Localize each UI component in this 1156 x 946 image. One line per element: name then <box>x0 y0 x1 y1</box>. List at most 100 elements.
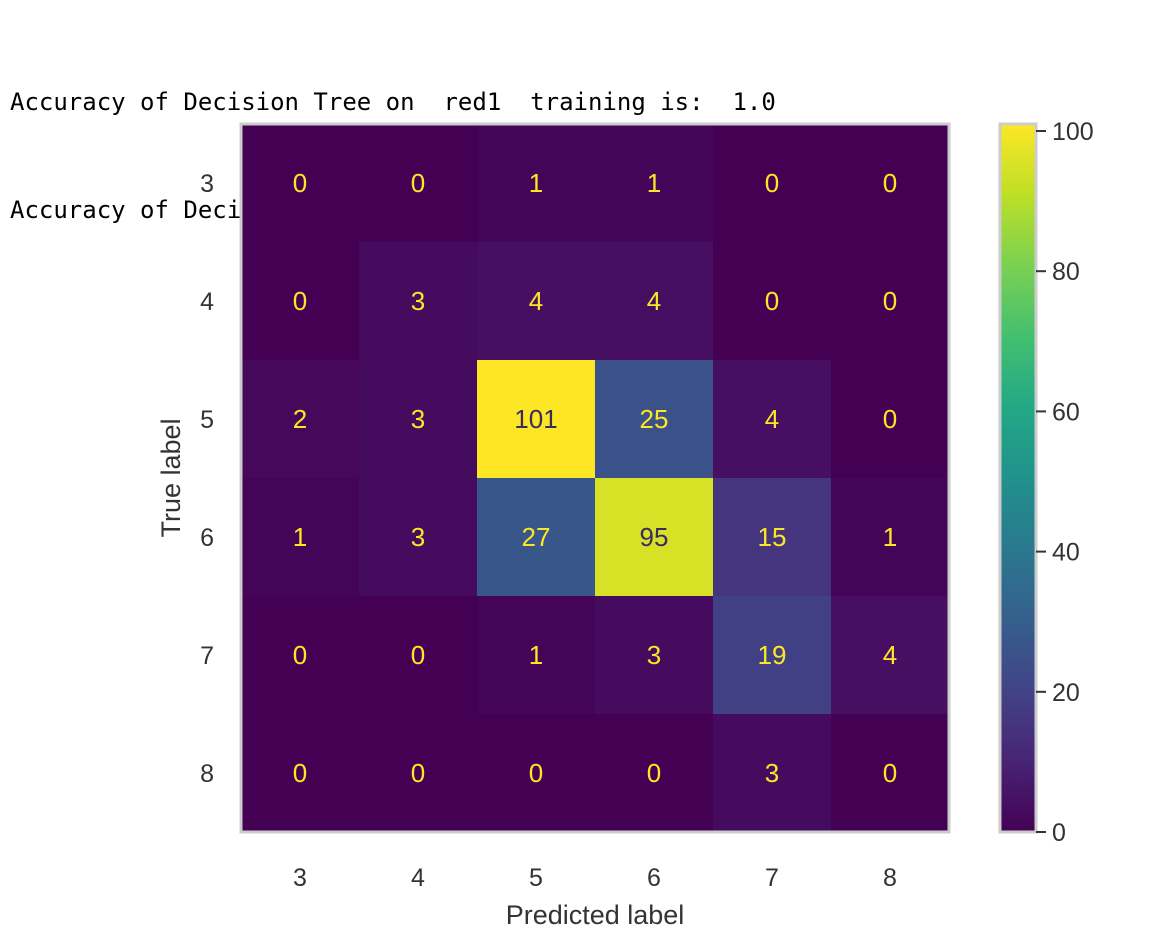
cell-5-6 <box>595 360 714 479</box>
heatmap-cell-labels: 0 0 1 1 0 0 0 3 4 4 0 0 2 3 101 25 4 0 1 3 27 95 15 1 0 0 1 3 19 4 0 0 0… <box>293 168 897 788</box>
cell-value-4-5: 4 <box>529 286 543 316</box>
cell-4-3 <box>241 242 360 361</box>
cell-6-8 <box>831 478 950 597</box>
cell-value-8-3: 0 <box>293 758 307 788</box>
x-tick-7: 7 <box>765 864 779 892</box>
cell-6-5 <box>477 478 596 597</box>
cell-value-3-4: 0 <box>411 168 425 198</box>
cell-value-5-3: 2 <box>293 404 307 434</box>
cell-5-8 <box>831 360 950 479</box>
cell-4-4 <box>359 242 478 361</box>
cell-value-5-5: 101 <box>514 404 557 434</box>
cell-value-5-6: 25 <box>640 404 669 434</box>
cell-3-7 <box>713 124 832 243</box>
cell-3-3 <box>241 124 360 243</box>
cell-value-6-8: 1 <box>883 522 897 552</box>
cell-value-7-4: 0 <box>411 640 425 670</box>
cell-value-8-8: 0 <box>883 758 897 788</box>
cell-5-4 <box>359 360 478 479</box>
cell-3-5 <box>477 124 596 243</box>
x-tick-4: 4 <box>411 864 425 892</box>
cell-value-3-7: 0 <box>765 168 779 198</box>
cell-value-3-6: 1 <box>647 168 661 198</box>
x-tick-5: 5 <box>529 864 543 892</box>
cell-4-6 <box>595 242 714 361</box>
cell-value-4-7: 0 <box>765 286 779 316</box>
heatmap-cells <box>241 124 950 833</box>
colorbar-frame <box>998 122 1038 834</box>
cell-4-5 <box>477 242 596 361</box>
cell-value-5-7: 4 <box>765 404 779 434</box>
cell-5-5 <box>477 360 596 479</box>
cell-value-3-5: 1 <box>529 168 543 198</box>
cell-8-7 <box>713 714 832 833</box>
cell-value-4-3: 0 <box>293 286 307 316</box>
cell-8-6 <box>595 714 714 833</box>
cell-7-8 <box>831 596 950 715</box>
cell-value-6-5: 27 <box>522 522 551 552</box>
cell-value-4-6: 4 <box>647 286 661 316</box>
y-axis-label: True label <box>156 418 186 537</box>
cell-5-7 <box>713 360 832 479</box>
colorbar-tick-0: 0 <box>1052 819 1066 847</box>
y-tick-6: 6 <box>200 524 214 552</box>
cell-4-7 <box>713 242 832 361</box>
cell-8-8 <box>831 714 950 833</box>
cell-6-4 <box>359 478 478 597</box>
y-tick-7: 7 <box>200 642 214 670</box>
cell-value-4-8: 0 <box>883 286 897 316</box>
cell-value-7-8: 4 <box>883 640 897 670</box>
colorbar-tick-20: 20 <box>1052 679 1080 707</box>
colorbar <box>1000 124 1036 832</box>
cell-8-5 <box>477 714 596 833</box>
cell-7-7 <box>713 596 832 715</box>
cell-7-4 <box>359 596 478 715</box>
cell-8-3 <box>241 714 360 833</box>
cell-value-6-3: 1 <box>293 522 307 552</box>
cell-8-4 <box>359 714 478 833</box>
cell-value-6-7: 15 <box>758 522 787 552</box>
x-tick-8: 8 <box>883 864 897 892</box>
cell-6-3 <box>241 478 360 597</box>
cell-3-6 <box>595 124 714 243</box>
cell-6-6 <box>595 478 714 597</box>
cell-value-7-5: 1 <box>529 640 543 670</box>
x-tick-3: 3 <box>293 864 307 892</box>
cell-6-7 <box>713 478 832 597</box>
cell-value-5-4: 3 <box>411 404 425 434</box>
cell-7-6 <box>595 596 714 715</box>
y-axis-ticks: 3 4 5 6 7 8 <box>200 170 214 788</box>
x-axis-label: Predicted label <box>506 900 685 930</box>
cell-value-3-8: 0 <box>883 168 897 198</box>
console-line-training: Accuracy of Decision Tree on red1 traini… <box>10 88 776 116</box>
cell-value-4-4: 3 <box>411 286 425 316</box>
cell-7-5 <box>477 596 596 715</box>
colorbar-ticks: 0 20 40 60 80 100 <box>1036 118 1094 847</box>
cell-value-7-7: 19 <box>758 640 787 670</box>
y-tick-8: 8 <box>200 760 214 788</box>
colorbar-tick-60: 60 <box>1052 398 1080 426</box>
cell-3-8 <box>831 124 950 243</box>
cell-value-8-5: 0 <box>529 758 543 788</box>
colorbar-tick-80: 80 <box>1052 258 1080 286</box>
plot-frame <box>239 122 951 834</box>
cell-5-3 <box>241 360 360 479</box>
cell-value-6-6: 95 <box>640 522 669 552</box>
y-tick-5: 5 <box>200 406 214 434</box>
x-axis-ticks: 3 4 5 6 7 8 <box>293 864 897 892</box>
cell-7-3 <box>241 596 360 715</box>
x-tick-6: 6 <box>647 864 661 892</box>
cell-value-7-6: 3 <box>647 640 661 670</box>
y-tick-4: 4 <box>200 288 214 316</box>
y-tick-3: 3 <box>200 170 214 198</box>
cell-value-5-8: 0 <box>883 404 897 434</box>
cell-4-8 <box>831 242 950 361</box>
cell-value-7-3: 0 <box>293 640 307 670</box>
cell-value-8-7: 3 <box>765 758 779 788</box>
cell-value-3-3: 0 <box>293 168 307 198</box>
cell-value-8-6: 0 <box>647 758 661 788</box>
cell-value-8-4: 0 <box>411 758 425 788</box>
cell-3-4 <box>359 124 478 243</box>
colorbar-tick-100: 100 <box>1052 118 1094 146</box>
